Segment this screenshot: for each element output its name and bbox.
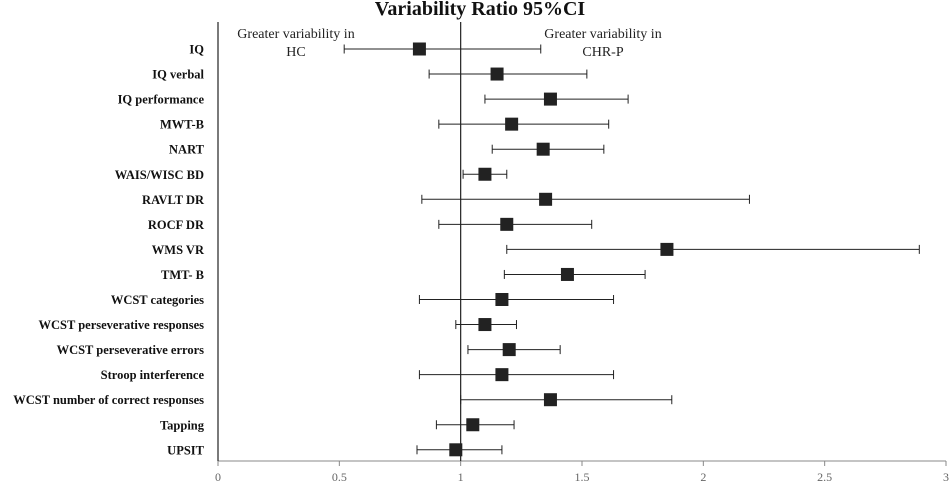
point-estimate: [466, 418, 480, 432]
point-estimate: [449, 443, 463, 457]
row-label: IQ verbal: [152, 68, 204, 82]
forest-row: IQ verbal: [152, 67, 588, 82]
point-estimate: [543, 92, 557, 106]
annotation-left-line2: HC: [286, 45, 305, 60]
point-estimate: [536, 142, 550, 156]
forest-row: WCST perseverative responses: [39, 318, 517, 332]
forest-row: RAVLT DR: [142, 192, 750, 207]
row-label: IQ: [189, 43, 204, 57]
forest-row: UPSIT: [167, 443, 503, 457]
forest-row: Tapping: [160, 418, 515, 432]
x-tick-label: 1: [458, 470, 464, 483]
forest-row: IQ: [189, 42, 542, 57]
forest-row: Stroop interference: [101, 368, 615, 382]
row-label: TMT- B: [161, 268, 204, 282]
row-label: WCST perseverative errors: [57, 343, 205, 357]
annotation-right-line2: CHR-P: [582, 45, 623, 60]
forest-row: WCST categories: [111, 293, 615, 307]
point-estimate: [490, 67, 504, 81]
row-label: ROCF DR: [148, 218, 205, 232]
x-tick-label: 1.5: [575, 470, 590, 483]
row-label: Stroop interference: [101, 368, 205, 382]
row-label: WCST perseverative responses: [39, 318, 205, 332]
x-tick-label: 3: [943, 470, 949, 483]
forest-row: IQ performance: [118, 92, 629, 107]
point-estimate: [495, 368, 509, 382]
row-label: NART: [169, 143, 205, 157]
annotation-right-line1: Greater variability in: [544, 27, 661, 42]
point-estimate: [539, 192, 553, 206]
annotation-left-line1: Greater variability in: [237, 27, 354, 42]
point-estimate: [495, 293, 509, 306]
x-tick-label: 2: [700, 470, 706, 483]
row-label: RAVLT DR: [142, 193, 205, 207]
point-estimate: [502, 343, 516, 357]
point-estimate: [500, 217, 514, 231]
forest-row: MWT-B: [160, 117, 610, 132]
row-label: IQ performance: [118, 93, 205, 107]
row-label: Tapping: [160, 418, 205, 432]
forest-row: NART: [169, 142, 605, 157]
forest-row: WCST number of correct responses: [13, 393, 673, 407]
forest-row: WCST perseverative errors: [57, 343, 561, 357]
point-estimate: [412, 42, 426, 56]
row-label: MWT-B: [160, 118, 204, 132]
row-label: WCST number of correct responses: [13, 393, 204, 407]
x-tick-label: 2.5: [817, 470, 832, 483]
point-estimate: [660, 242, 674, 256]
forest-rows: IQ IQ verbal IQ performance MWT-B NART WAIS/W…: [13, 42, 920, 457]
annotation-right: Greater variability in CHR-P: [544, 27, 661, 60]
chart-title: Variability Ratio 95%CI: [375, 0, 586, 20]
point-estimate: [505, 117, 519, 131]
point-estimate: [478, 167, 492, 181]
annotation-left: Greater variability in HC: [237, 27, 354, 60]
row-label: WMS VR: [152, 243, 205, 257]
forest-row: TMT- B: [161, 267, 646, 282]
forest-row: WMS VR: [152, 242, 920, 257]
x-axis-ticks: 0 0.5 1 1.5 2 2.5 3: [215, 461, 949, 483]
x-tick-label: 0.5: [332, 470, 347, 483]
forest-row: ROCF DR: [148, 217, 593, 232]
point-estimate: [478, 318, 492, 332]
x-tick-label: 0: [215, 470, 221, 483]
point-estimate: [560, 267, 574, 281]
forest-row: WAIS/WISC BD: [115, 167, 508, 182]
row-label: WAIS/WISC BD: [115, 168, 204, 182]
row-label: WCST categories: [111, 293, 204, 307]
point-estimate: [543, 393, 557, 407]
row-label: UPSIT: [167, 443, 204, 457]
